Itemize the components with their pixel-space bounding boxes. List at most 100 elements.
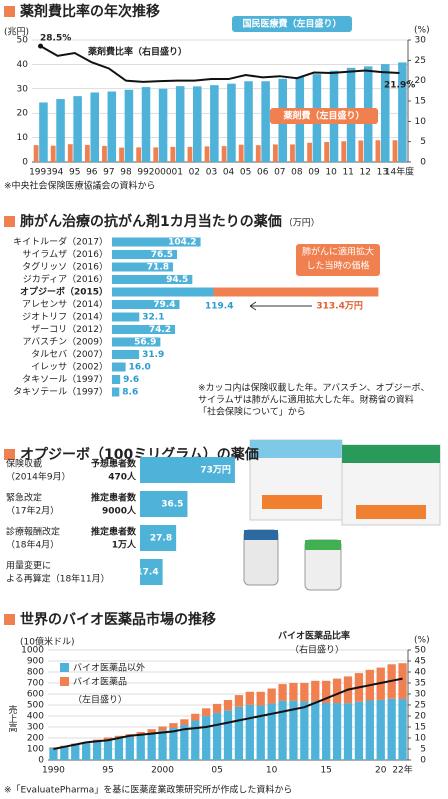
- patient-label: 9000人: [102, 505, 137, 517]
- bar: [380, 64, 390, 162]
- category-label: タキソテール（1997）: [13, 387, 108, 398]
- bar: [278, 684, 287, 701]
- bar: [82, 743, 91, 760]
- heading-icon: [4, 449, 15, 460]
- category-label: イレッサ（2002）: [31, 362, 108, 373]
- bar: [392, 140, 398, 162]
- patient-label: 1万人: [112, 539, 137, 551]
- category-label: 用量変更に: [6, 560, 51, 572]
- x-tick-label: 04: [223, 168, 235, 178]
- bar: [140, 559, 163, 585]
- value-label: 104.2: [168, 238, 196, 248]
- category-label: タグリッソ（2016）: [22, 261, 108, 273]
- line-note: （右目盛り）: [290, 644, 344, 656]
- y2-tick-label: 40: [415, 668, 427, 678]
- x-tick-label: 1993: [29, 168, 52, 178]
- bar: [112, 325, 176, 334]
- category-label: アレセンサ（2014）: [22, 299, 108, 310]
- bar: [107, 91, 117, 162]
- value-label: 76.5: [151, 250, 173, 260]
- y-tick-label: 300: [27, 723, 44, 733]
- bar: [202, 716, 211, 760]
- bar: [191, 720, 200, 760]
- bar: [103, 737, 113, 740]
- callout-text: した当時の価格: [306, 260, 369, 272]
- bar: [56, 99, 65, 162]
- bar: [300, 701, 309, 760]
- value-label: 8.6: [122, 388, 138, 398]
- bar: [39, 102, 48, 162]
- y2-tick-label: 10: [415, 734, 427, 744]
- bar: [210, 85, 219, 162]
- bar: [354, 701, 364, 760]
- y2-tick-label: 20: [415, 76, 427, 86]
- bar: [332, 678, 342, 704]
- category-label: （18年4月）: [6, 539, 59, 551]
- bar: [112, 237, 201, 247]
- y-tick-label: 800: [27, 668, 44, 678]
- y2-tick-label: 45: [415, 657, 426, 667]
- bar: [223, 710, 233, 760]
- bar: [140, 457, 235, 483]
- bar: [202, 708, 211, 717]
- y-axis-unit: (10億米ドル): [20, 636, 74, 648]
- x-tick-label: 05: [240, 168, 251, 178]
- bar: [191, 713, 200, 721]
- y-tick-label: 30: [17, 84, 29, 94]
- x-tick-label: 14年度: [385, 166, 414, 178]
- patient-label: 470人: [108, 471, 137, 483]
- x-tick-label: 12: [360, 168, 371, 178]
- value-label: 79.4: [153, 300, 175, 310]
- y-tick-label: 50: [17, 36, 29, 46]
- heading-icon: [4, 6, 15, 17]
- bar: [175, 86, 185, 162]
- bar: [245, 691, 254, 705]
- bar: [221, 146, 227, 162]
- bar: [169, 723, 178, 728]
- value-label: 36.5: [161, 500, 183, 510]
- bar: [112, 337, 161, 347]
- y-tick-label: 400: [27, 712, 44, 722]
- bar: [398, 62, 407, 163]
- category-label: タキソール（1997）: [22, 374, 108, 385]
- x-tick-label: 1990: [42, 766, 65, 776]
- bar: [169, 727, 178, 760]
- x-tick-label: 08: [291, 168, 303, 178]
- legend-label: バイオ医薬品: [73, 676, 127, 688]
- legend-label: 国民医療費（左目盛り）: [242, 18, 341, 30]
- bar: [324, 141, 330, 162]
- legend-label: 薬剤費（左目盛り）: [283, 110, 364, 122]
- y2-tick-label: 5: [420, 137, 426, 147]
- category-label: よる再算定（18年11月）: [6, 573, 110, 585]
- bar: [136, 147, 142, 162]
- y2-tick-label: 15: [415, 723, 426, 733]
- bar: [84, 144, 90, 162]
- bar: [71, 744, 80, 760]
- bar: [238, 144, 244, 162]
- bar: [234, 695, 244, 707]
- y2-tick-label: 15: [415, 97, 426, 107]
- bar: [112, 362, 126, 372]
- x-tick-label: 03: [206, 168, 217, 178]
- bar: [223, 700, 233, 711]
- source-note: ※「EvaluatePharma」を基に医薬産業政策研究所が作成した資料から: [4, 784, 292, 796]
- x-tick-label: 11: [342, 168, 353, 178]
- legend-swatch: [60, 663, 69, 672]
- value-label: 9.6: [123, 375, 139, 385]
- bar: [140, 491, 188, 517]
- y-axis-title: 売上高: [7, 704, 18, 733]
- y-tick-label: 600: [27, 690, 44, 700]
- category-label: キイトルーダ（2017）: [13, 236, 108, 248]
- x-tick-label: 99: [137, 168, 149, 178]
- bar: [341, 141, 347, 162]
- bar: [212, 712, 222, 760]
- x-tick-label: 15: [320, 766, 331, 776]
- value-label: 71.8: [147, 263, 169, 273]
- bar: [124, 89, 134, 162]
- bar: [267, 688, 276, 704]
- y-tick-label: 20: [17, 109, 29, 119]
- bar: [256, 691, 265, 706]
- bar: [255, 145, 261, 162]
- bar: [112, 275, 193, 284]
